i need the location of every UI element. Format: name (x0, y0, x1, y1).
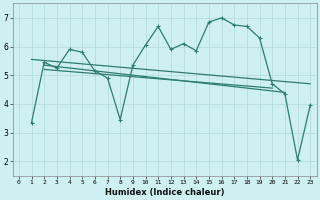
X-axis label: Humidex (Indice chaleur): Humidex (Indice chaleur) (105, 188, 224, 197)
